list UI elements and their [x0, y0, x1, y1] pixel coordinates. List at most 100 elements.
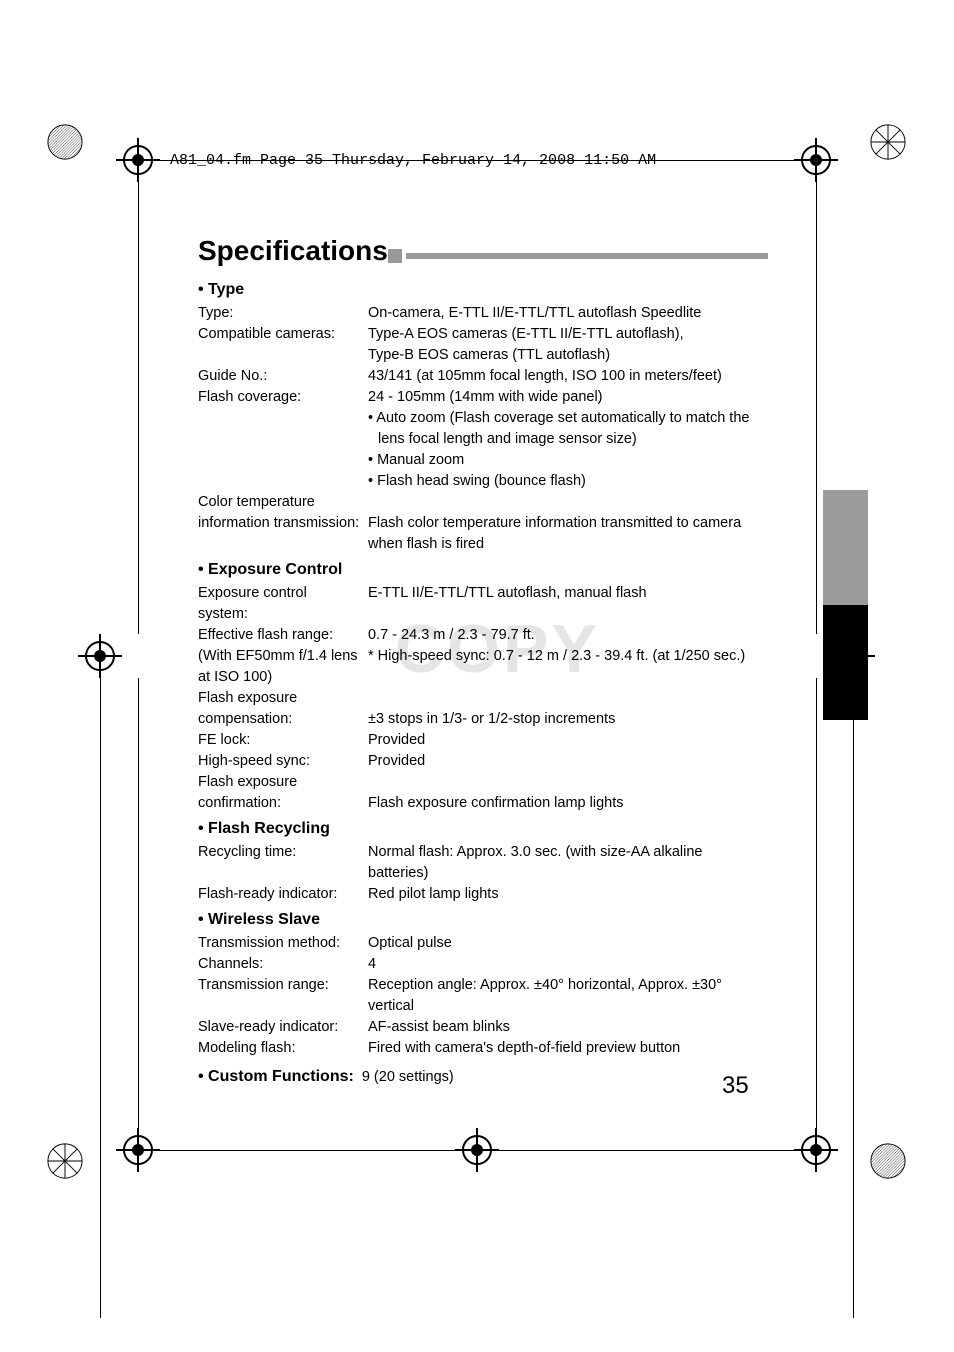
spec-label: Guide No.: [198, 366, 368, 387]
spec-row-recycling-time: Recycling time: Normal flash: Approx. 3.… [198, 842, 768, 884]
spec-label: Flash-ready indicator: [198, 884, 368, 905]
crop-line-left-lower [138, 678, 139, 1128]
spec-value: ±3 stops in 1/3- or 1/2-stop increments [368, 709, 768, 730]
spec-row-slave-ready: Slave-ready indicator: AF-assist beam bl… [198, 1017, 768, 1038]
spec-label: FE lock: [198, 730, 368, 751]
crop-line-bottom [160, 1150, 794, 1151]
spec-row-colortemp-2: information transmission: Flash color te… [198, 513, 768, 555]
spec-row-comp-1: Flash exposure [198, 688, 768, 709]
spec-value-line: vertical [368, 998, 414, 1014]
spec-row-modeling-flash: Modeling flash: Fired with camera's dept… [198, 1038, 768, 1059]
spec-label: Compatible cameras: [198, 324, 368, 345]
spec-row-hss: High-speed sync: Provided [198, 751, 768, 772]
spec-label: Exposure control system: [198, 583, 368, 625]
crosshair-top-left-inner [116, 138, 160, 182]
crop-line-left-tail [100, 678, 101, 1318]
side-tab-black [823, 605, 868, 720]
spec-label: Flash exposure [198, 688, 368, 709]
crop-line-right-tail [853, 678, 854, 1318]
reg-mark-bottom-right [869, 1142, 907, 1180]
spec-label: Transmission method: [198, 933, 368, 954]
spec-value: On-camera, E-TTL II/E-TTL/TTL autoflash … [368, 303, 768, 324]
page-number: 35 [722, 1072, 749, 1100]
spec-value: 24 - 105mm (14mm with wide panel) • Auto… [368, 387, 768, 492]
section-heading-exposure: • Exposure Control [198, 561, 768, 579]
reg-mark-top-left [46, 123, 84, 161]
spec-label: Flash exposure [198, 772, 368, 793]
spec-label: at ISO 100) [198, 667, 368, 688]
spec-value: Reception angle: Approx. ±40° horizontal… [368, 975, 768, 1017]
spec-row-transmission-method: Transmission method: Optical pulse [198, 933, 768, 954]
spec-value: E-TTL II/E-TTL/TTL autoflash, manual fla… [368, 583, 768, 604]
crop-line-right-upper [816, 182, 817, 634]
crop-line-left-upper [138, 182, 139, 634]
spec-label: Modeling flash: [198, 1038, 368, 1059]
spec-label: High-speed sync: [198, 751, 368, 772]
spec-value: AF-assist beam blinks [368, 1017, 768, 1038]
spec-value-line: Flash color temperature information tran… [368, 515, 741, 531]
spec-row-exposure-system: Exposure control system: E-TTL II/E-TTL/… [198, 583, 768, 625]
spec-label: compensation: [198, 709, 368, 730]
spec-value: Red pilot lamp lights [368, 884, 768, 905]
crop-line-right-lower [816, 678, 817, 1128]
spec-value-line: • Auto zoom (Flash coverage set automati… [368, 410, 749, 426]
section-heading-type: • Type [198, 281, 768, 299]
spec-value: Optical pulse [368, 933, 768, 954]
spec-value: Flash exposure confirmation lamp lights [368, 793, 768, 814]
reg-mark-top-right [869, 123, 907, 161]
spec-label: (With EF50mm f/1.4 lens [198, 646, 368, 667]
spec-value: Provided [368, 751, 768, 772]
spec-value-line: Type-A EOS cameras (E-TTL II/E-TTL autof… [368, 326, 684, 342]
spec-row-flash-range: Effective flash range: 0.7 - 24.3 m / 2.… [198, 625, 768, 646]
spec-row-conf-1: Flash exposure [198, 772, 768, 793]
spec-value-line: Normal flash: Approx. 3.0 sec. (with siz… [368, 844, 702, 860]
spec-label: Channels: [198, 954, 368, 975]
spec-value-line: • Flash head swing (bounce flash) [368, 473, 586, 489]
spec-row-felock: FE lock: Provided [198, 730, 768, 751]
crosshair-bottom-right-inner [794, 1128, 838, 1172]
custom-functions-value: 9 (20 settings) [362, 1069, 454, 1085]
spec-value: 4 [368, 954, 768, 975]
reg-mark-bottom-left [46, 1142, 84, 1180]
spec-label: Slave-ready indicator: [198, 1017, 368, 1038]
spec-row-range-note-2: at ISO 100) [198, 667, 768, 688]
spec-row-type: Type: On-camera, E-TTL II/E-TTL/TTL auto… [198, 303, 768, 324]
spec-label: confirmation: [198, 793, 368, 814]
spec-value: 43/141 (at 105mm focal length, ISO 100 i… [368, 366, 768, 387]
spec-value-line: lens focal length and image sensor size) [368, 431, 637, 447]
spec-label: Flash coverage: [198, 387, 368, 408]
spec-row-guide: Guide No.: 43/141 (at 105mm focal length… [198, 366, 768, 387]
spec-row-coverage: Flash coverage: 24 - 105mm (14mm with wi… [198, 387, 768, 492]
header-filename: A81_04.fm Page 35 Thursday, February 14,… [170, 152, 656, 169]
spec-label: information transmission: [198, 513, 368, 534]
spec-value: Type-A EOS cameras (E-TTL II/E-TTL autof… [368, 324, 768, 366]
spec-row-channels: Channels: 4 [198, 954, 768, 975]
side-tabs [823, 490, 868, 720]
spec-value-line: Reception angle: Approx. ±40° horizontal… [368, 977, 722, 993]
spec-value: Flash color temperature information tran… [368, 513, 768, 555]
spec-value: 0.7 - 24.3 m / 2.3 - 79.7 ft. [368, 625, 768, 646]
spec-value: * High-speed sync: 0.7 - 12 m / 2.3 - 39… [368, 646, 768, 667]
spec-value: Provided [368, 730, 768, 751]
spec-value-line: • Manual zoom [368, 452, 464, 468]
crosshair-bottom-left-inner [116, 1128, 160, 1172]
section-heading-wireless: • Wireless Slave [198, 911, 768, 929]
spec-row-compat: Compatible cameras: Type-A EOS cameras (… [198, 324, 768, 366]
heading-rule [388, 249, 768, 263]
content-area: Specifications • Type Type: On-camera, E… [198, 235, 768, 1086]
side-tab-gray [823, 490, 868, 605]
spec-value-line: Type-B EOS cameras (TTL autoflash) [368, 347, 610, 363]
spec-value-line: 24 - 105mm (14mm with wide panel) [368, 389, 603, 405]
spec-label: Type: [198, 303, 368, 324]
section-heading-recycling: • Flash Recycling [198, 820, 768, 838]
spec-row-conf-2: confirmation: Flash exposure confirmatio… [198, 793, 768, 814]
spec-label: Color temperature [198, 492, 368, 513]
spec-row-colortemp-1: Color temperature [198, 492, 768, 513]
main-heading: Specifications [198, 235, 388, 267]
spec-value: Normal flash: Approx. 3.0 sec. (with siz… [368, 842, 768, 884]
spec-value-line: when flash is fired [368, 536, 484, 552]
spec-label: Transmission range: [198, 975, 368, 996]
spec-row-flash-ready: Flash-ready indicator: Red pilot lamp li… [198, 884, 768, 905]
spec-value: Fired with camera's depth-of-field previ… [368, 1038, 768, 1059]
crosshair-left-mid [78, 634, 122, 678]
